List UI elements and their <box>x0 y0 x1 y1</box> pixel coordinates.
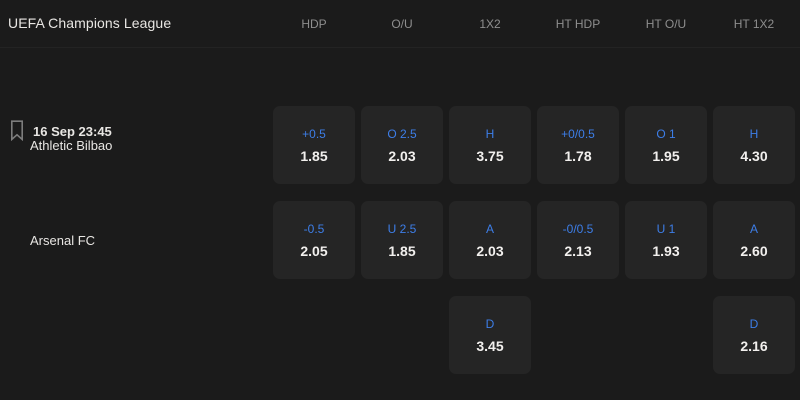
odds-cell-label: -0.5 <box>303 221 325 236</box>
odds-cell-label: +0.5 <box>302 126 326 141</box>
odds-cell[interactable]: +0.5 1.85 <box>273 106 355 184</box>
odds-cell[interactable]: O 2.5 2.03 <box>361 106 443 184</box>
odds-cell-value: 2.03 <box>388 147 416 164</box>
odds-cell-label: O 1 <box>656 126 676 141</box>
odds-cell-empty <box>273 296 355 374</box>
odds-cell-value: 1.85 <box>300 147 328 164</box>
odds-cell-label: D <box>749 316 759 331</box>
team-name: Athletic Bilbao <box>30 137 113 153</box>
odds-cell-label: A <box>485 221 494 236</box>
odds-cell-value: 2.16 <box>740 337 768 354</box>
odds-cell-label: D <box>485 316 495 331</box>
odds-cell-value: 1.93 <box>652 242 680 259</box>
bookmark-icon[interactable] <box>10 120 24 141</box>
odds-cell[interactable]: U 1 1.93 <box>625 201 707 279</box>
odds-cell-value: 3.75 <box>476 147 504 164</box>
odds-cell-empty <box>537 296 619 374</box>
league-header: UEFA Champions League HDP O/U 1X2 HT HDP HT … <box>0 0 800 48</box>
odds-cell[interactable]: H 4.30 <box>713 106 795 184</box>
odds-cell-group: D 3.45 D 2.16 <box>273 296 795 374</box>
odds-cell[interactable]: +0/0.5 1.78 <box>537 106 619 184</box>
match-info-row: 16 Sep 23:45 281 › <box>0 48 800 143</box>
odds-cell-empty <box>625 296 707 374</box>
odds-cell-group: +0.5 1.85 O 2.5 2.03 H 3.75 +0/0.5 1.78 O 1 1.95 H… <box>273 106 795 184</box>
odds-cell-value: 2.13 <box>564 242 592 259</box>
odds-cell[interactable]: A 2.60 <box>713 201 795 279</box>
odds-cell-group: -0.5 2.05 U 2.5 1.85 A 2.03 -0/0.5 2.13 U 1 1.93 A… <box>273 201 795 279</box>
odds-cell[interactable]: H 3.75 <box>449 106 531 184</box>
odds-cell-value: 4.30 <box>740 147 768 164</box>
column-header-ht-1x2: HT 1X2 <box>733 17 775 31</box>
odds-cell-label: -0/0.5 <box>562 221 594 236</box>
column-header-row: HDP O/U 1X2 HT HDP HT O/U HT 1X2 <box>273 0 795 48</box>
odds-cell-label: U 1 <box>656 221 676 236</box>
odds-cell-value: 2.60 <box>740 242 768 259</box>
odds-row: Athletic Bilbao +0.5 1.85 O 2.5 2.03 H 3.75 +0/… <box>0 106 800 201</box>
odds-cell-empty <box>361 296 443 374</box>
odds-cell-value: 2.03 <box>476 242 504 259</box>
team-name: Arsenal FC <box>30 232 96 248</box>
league-title: UEFA Champions League <box>8 15 172 31</box>
odds-cell-value: 3.45 <box>476 337 504 354</box>
odds-cell-label: H <box>749 126 759 141</box>
odds-cell-value: 2.05 <box>300 242 328 259</box>
odds-cell[interactable]: -0.5 2.05 <box>273 201 355 279</box>
odds-cell[interactable]: O 1 1.95 <box>625 106 707 184</box>
odds-row: D 3.45 D 2.16 <box>0 296 800 391</box>
odds-row: Arsenal FC -0.5 2.05 U 2.5 1.85 A 2.03 -0/0.5 2.… <box>0 201 800 296</box>
column-header-ht-o-u: HT O/U <box>645 17 687 31</box>
odds-cell-label: U 2.5 <box>387 221 417 236</box>
column-header-o-u: O/U <box>391 17 413 31</box>
column-header-hdp: HDP <box>301 17 327 31</box>
odds-cell-label: +0/0.5 <box>561 126 595 141</box>
odds-cell[interactable]: D 2.16 <box>713 296 795 374</box>
match-datetime: 16 Sep 23:45 <box>33 124 112 139</box>
odds-cell[interactable]: A 2.03 <box>449 201 531 279</box>
odds-cell-label: A <box>749 221 758 236</box>
odds-cell[interactable]: U 2.5 1.85 <box>361 201 443 279</box>
odds-cell[interactable]: -0/0.5 2.13 <box>537 201 619 279</box>
odds-cell-value: 1.85 <box>388 242 416 259</box>
column-header-1x2: 1X2 <box>479 17 501 31</box>
odds-cell-value: 1.78 <box>564 147 592 164</box>
column-header-ht-hdp: HT HDP <box>555 17 601 31</box>
odds-cell-label: H <box>485 126 495 141</box>
odds-cell-value: 1.95 <box>652 147 680 164</box>
odds-grid: Athletic Bilbao +0.5 1.85 O 2.5 2.03 H 3.75 +0/… <box>0 106 800 391</box>
odds-cell[interactable]: D 3.45 <box>449 296 531 374</box>
odds-cell-label: O 2.5 <box>387 126 417 141</box>
